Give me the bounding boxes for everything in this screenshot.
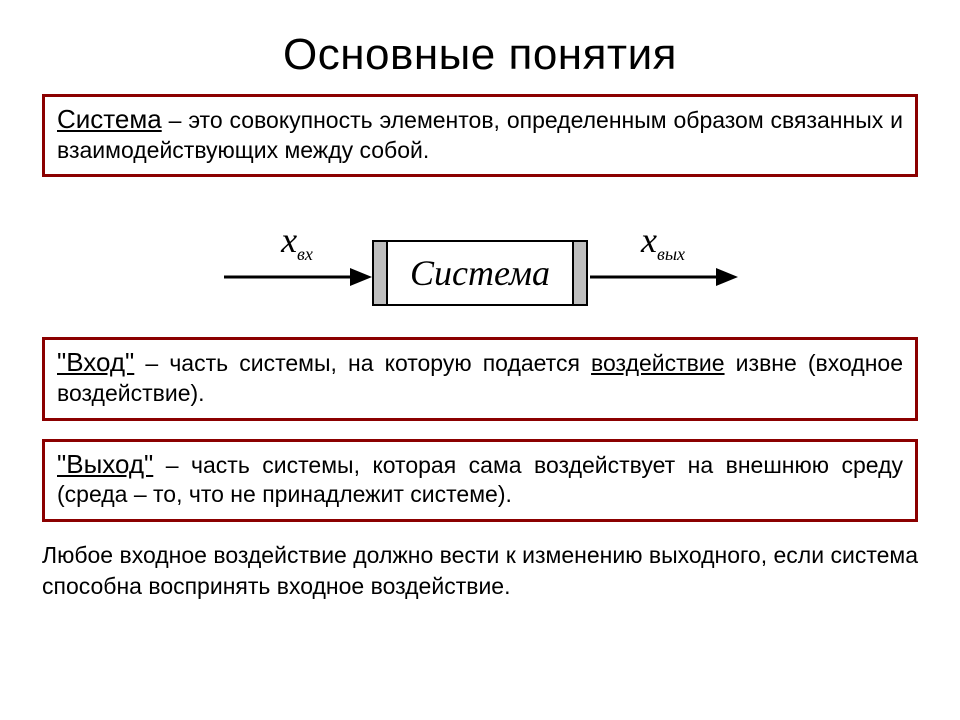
definition-system: Система – это совокупность элементов, оп… (42, 94, 918, 177)
term-input: "Вход" (57, 347, 134, 377)
system-box-label: Система (388, 240, 572, 306)
output-sub: вых (657, 244, 685, 264)
input-label: xвх (281, 222, 313, 263)
system-box: Система (372, 240, 588, 306)
slide: Основные понятия Система – это совокупно… (0, 0, 960, 720)
input-sub: вх (297, 244, 313, 264)
definition-input: "Вход" – часть системы, на которую подае… (42, 337, 918, 420)
output-var: x (641, 220, 657, 260)
definition-output-text: – часть системы, которая сама воздейству… (57, 452, 903, 508)
system-box-leftcap (372, 240, 388, 306)
term-system: Система (57, 104, 162, 134)
output-arrow-group: xвых (588, 222, 738, 289)
term-output: "Выход" (57, 449, 153, 479)
system-box-rightcap (572, 240, 588, 306)
arrow-right-icon (222, 265, 372, 289)
input-arrow-group: xвх (222, 222, 372, 289)
input-var: x (281, 220, 297, 260)
output-label: xвых (641, 222, 685, 263)
system-diagram: xвх Система xвых (42, 195, 918, 315)
page-title: Основные понятия (42, 30, 918, 80)
definition-input-pre: – часть системы, на которую подается (134, 350, 591, 376)
footnote-text: Любое входное воздействие должно вести к… (42, 540, 918, 602)
definition-input-ulword: воздействие (591, 350, 725, 376)
arrow-right-icon (588, 265, 738, 289)
definition-output: "Выход" – часть системы, которая сама во… (42, 439, 918, 522)
definition-system-text: – это совокупность элементов, определенн… (57, 107, 903, 163)
